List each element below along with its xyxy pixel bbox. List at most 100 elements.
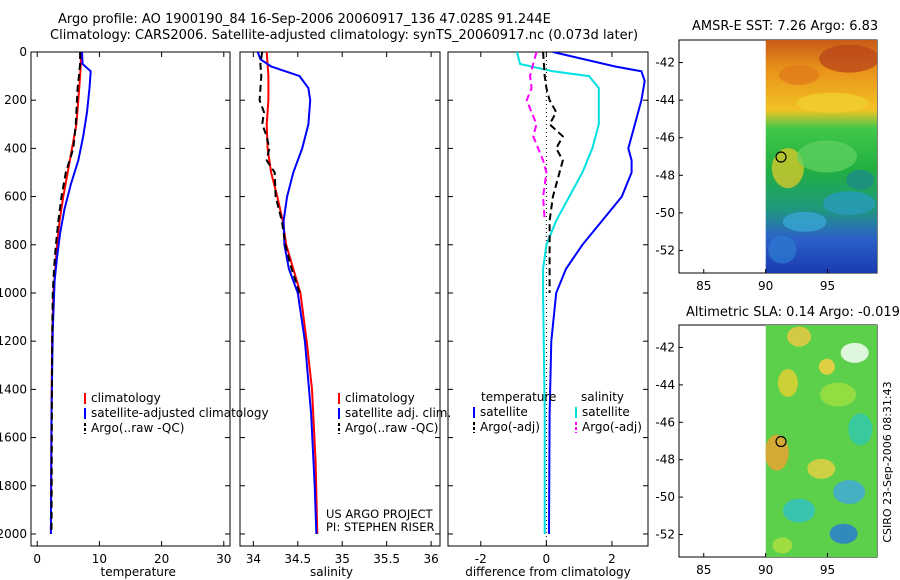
x-tick-label: 34 — [246, 552, 261, 566]
x-tick-label: 36 — [423, 552, 438, 566]
y-tick-label: 1800 — [0, 479, 27, 493]
x-tick-label: -2 — [475, 552, 487, 566]
sst-patch — [819, 44, 877, 73]
series-line-satellite-adj-clim- — [256, 52, 318, 535]
series-line-satellite-adjusted-climatology — [49, 52, 92, 535]
legend-temperature-entry: satellite-adjusted climatology — [91, 406, 269, 420]
x-tick-label: 0 — [543, 552, 551, 566]
y-tick-label: 1200 — [0, 334, 27, 348]
x-tick-label: 30 — [216, 552, 231, 566]
map-y-tick-label: -48 — [655, 453, 675, 467]
plot-frame-1 — [239, 51, 441, 547]
y-tick-label: 800 — [4, 238, 27, 252]
map-x-tick-label: 90 — [758, 563, 773, 577]
data-lines — [49, 52, 646, 546]
sla-patch — [807, 458, 836, 479]
sla-patch — [787, 326, 812, 347]
map-y-tick-label: -42 — [655, 340, 675, 354]
map-x-tick-label: 90 — [758, 279, 773, 293]
plot-frame-2 — [447, 51, 649, 547]
legend-diff-temperature-entry: Argo(-adj) — [480, 420, 540, 434]
legend-salinity-entry: Argo(..raw -QC) — [345, 421, 438, 435]
sla-patch — [833, 480, 866, 505]
y-tick-label: 400 — [4, 141, 27, 155]
y-tick-label: 1000 — [0, 286, 27, 300]
series-line-salinity-argo-adj- — [525, 52, 548, 221]
sla-patch — [818, 358, 835, 375]
legend-diff-salinity-entry: satellite — [582, 405, 630, 419]
map-fields — [765, 40, 877, 557]
legend-salinity-entry: climatology — [345, 391, 415, 405]
sla-patch — [765, 434, 789, 471]
y-tick-label: 1600 — [0, 431, 27, 445]
series-line-temperature-argo-adj- — [542, 52, 565, 293]
series-line-argo-raw-qc- — [50, 52, 82, 535]
side-label: CSIRO 23-Sep-2006 08:31:43 — [881, 381, 894, 542]
y-tick-label: 600 — [4, 190, 27, 204]
sst-patch — [796, 140, 857, 173]
argo-position-marker — [775, 435, 787, 448]
map-y-tick-label: -50 — [655, 490, 675, 504]
sla-patch — [840, 342, 869, 363]
map-x-tick-label: 85 — [696, 563, 711, 577]
map-y-tick-label: -46 — [655, 415, 675, 429]
annotation-pi: PI: STEPHEN RISER — [326, 520, 435, 534]
sla-patch — [820, 382, 857, 407]
y-tick-label: 2000 — [0, 527, 27, 541]
map-y-tick-label: -52 — [655, 243, 675, 257]
sst-patch — [846, 169, 875, 190]
y-tick-label: 0 — [19, 45, 27, 59]
sst-patch — [779, 64, 820, 85]
map-y-tick-label: -48 — [655, 168, 675, 182]
panel-title-sst: AMSR-E SST: 7.26 Argo: 6.83 — [692, 19, 879, 34]
legend-diff-title-temperature: temperature — [481, 390, 556, 404]
legend-diff-temperature-entry: satellite — [480, 405, 528, 419]
map-y-tick-label: -44 — [655, 93, 675, 107]
x-tick-label: 2 — [608, 552, 616, 566]
legend-temperature-entry: climatology — [91, 391, 161, 405]
plot-frames — [30, 39, 878, 558]
map-x-tick-label: 95 — [820, 563, 835, 577]
series-line-temperature-satellite — [548, 52, 646, 535]
map-y-tick-label: -46 — [655, 131, 675, 145]
figure-title-line1: Argo profile: AO 1900190_84 16-Sep-2006 … — [58, 12, 551, 27]
legend-salinity-entry: satellite adj. clim. — [345, 406, 451, 420]
map-field-3 — [765, 40, 877, 273]
legend-diff-salinity-entry: Argo(-adj) — [582, 420, 642, 434]
x-tick-label: 0 — [33, 552, 41, 566]
map-y-tick-label: -44 — [655, 378, 675, 392]
annotation-project: US ARGO PROJECT — [326, 507, 434, 521]
x-tick-label: 35.5 — [373, 552, 400, 566]
y-tick-label: 200 — [4, 93, 27, 107]
map-y-tick-label: -52 — [655, 528, 675, 542]
series-line-climatology — [265, 52, 319, 535]
sla-patch — [829, 523, 858, 544]
x-tick-label: 20 — [154, 552, 169, 566]
map-y-tick-label: -42 — [655, 56, 675, 70]
sla-patch — [772, 537, 793, 554]
series-line-argo-raw-qc- — [258, 52, 301, 294]
sla-patch — [783, 498, 816, 523]
figure-title-line2: Climatology: CARS2006. Satellite-adjuste… — [50, 28, 639, 43]
legend-temperature-entry: Argo(..raw -QC) — [91, 421, 184, 435]
y-tick-label: 1400 — [0, 382, 27, 396]
legend-diff-title-salinity: salinity — [581, 390, 624, 404]
x-tick-label: 35 — [335, 552, 350, 566]
x-axis-label: salinity — [310, 565, 353, 579]
series-line-salinity-satellite — [515, 52, 600, 534]
map-y-tick-label: -50 — [655, 206, 675, 220]
map-x-tick-label: 85 — [696, 279, 711, 293]
tick-labels: 0 10 20 30020040060080010001200140016001800… — [0, 45, 835, 579]
sst-patch — [771, 148, 804, 189]
sst-patch — [796, 92, 869, 113]
x-tick-label: 34.5 — [284, 552, 311, 566]
map-field-4 — [765, 325, 877, 557]
x-axis-label: difference from climatology — [465, 565, 631, 579]
argo-position-marker — [775, 151, 787, 163]
plot-frame-0 — [30, 51, 231, 547]
x-tick-label: 10 — [92, 552, 107, 566]
sla-patch — [777, 369, 798, 397]
sst-patch — [782, 211, 827, 232]
